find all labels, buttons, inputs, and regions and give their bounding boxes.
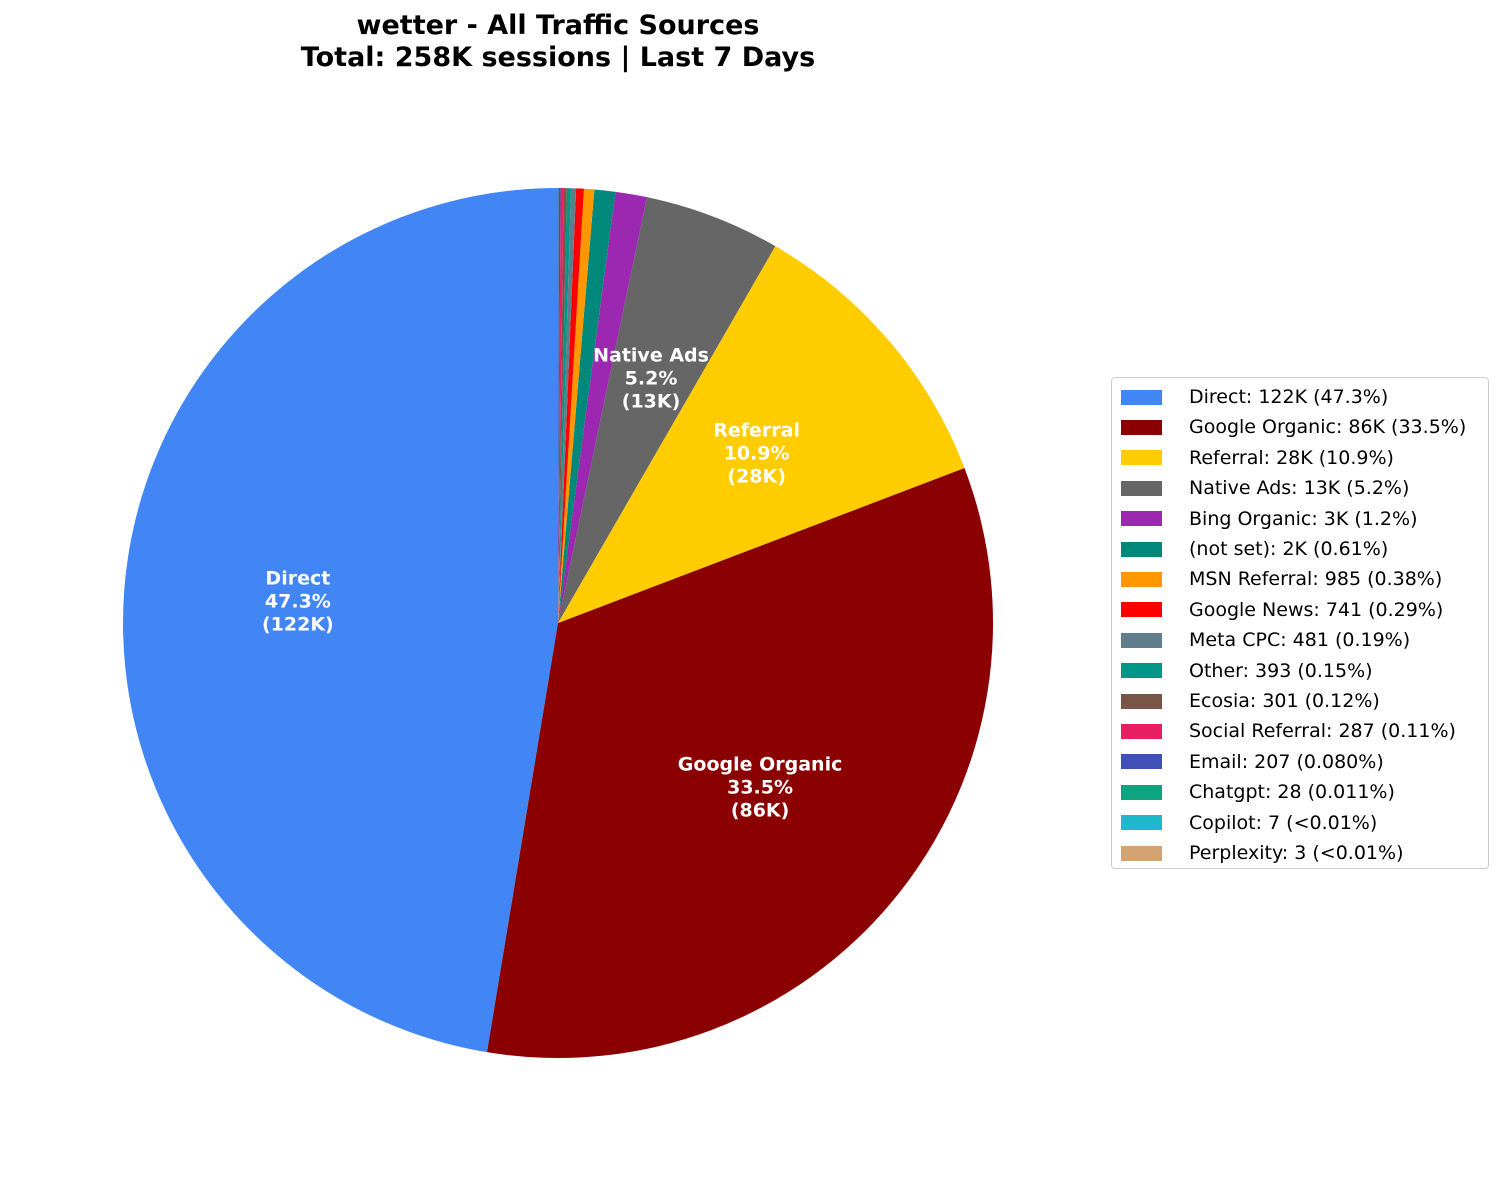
legend-swatch [1121,845,1162,861]
legend: Direct: 122K (47.3%) Google Organic: 86K … [1111,377,1489,869]
pie-slice-msn-referral [558,188,595,623]
pie-slice-direct [122,188,559,1053]
legend-label: Google Organic: 86K (33.5%) [1189,416,1467,439]
slice-label-line: (122K) [261,613,334,636]
legend-item: Perplexity: 3 (<0.01%) [1121,838,1403,868]
legend-swatch [1121,663,1162,679]
slice-label: Referral 10.9% (28K) [713,419,800,488]
pie-chart [122,188,993,1058]
legend-label: Referral: 28K (10.9%) [1189,446,1394,469]
chart-title-line1: wetter - All Traffic Sources [356,10,760,41]
legend-item: Copilot: 7 (<0.01%) [1121,808,1377,838]
legend-label: Meta CPC: 481 (0.19%) [1189,629,1411,652]
pie-slice-google-organic [487,468,993,1058]
pie-slice-not-set [558,189,616,623]
slice-label-line: (86K) [730,799,790,822]
slice-label-line: Native Ads [593,344,709,367]
slice-label-line: 33.5% [727,776,794,799]
slice-label-line: Google Organic [677,753,843,776]
pie-slice-google-news [558,188,584,623]
legend-item: Other: 393 (0.15%) [1121,656,1373,686]
legend-item: Google Organic: 86K (33.5%) [1121,412,1466,442]
legend-label: Perplexity: 3 (<0.01%) [1189,842,1404,864]
chart-title-line2: Total: 258K sessions | Last 7 Days [300,42,816,73]
legend-label: Other: 393 (0.15%) [1189,659,1373,682]
pie-slice-social-referral [558,188,564,623]
legend-item: Referral: 28K (10.9%) [1121,443,1394,473]
legend-label: Google News: 741 (0.29%) [1189,598,1444,621]
legend-swatch [1121,511,1162,527]
chart-title: wetter - All Traffic Sources Total: 258K… [0,10,1116,74]
pie-slice-meta-cpc [558,188,577,623]
legend-item: Chatgpt: 28 (0.011%) [1121,777,1395,807]
legend-swatch [1121,754,1162,770]
legend-label: Social Referral: 287 (0.11%) [1189,720,1456,743]
legend-swatch [1121,784,1162,800]
legend-swatch [1121,815,1162,831]
slice-label-line: 5.2% [624,367,678,390]
legend-swatch [1121,450,1162,466]
pie-slice-email [558,188,561,623]
legend-item: Social Referral: 287 (0.11%) [1121,716,1456,746]
legend-swatch [1121,389,1162,405]
legend-label: Native Ads: 13K (5.2%) [1189,477,1410,500]
legend-label: Chatgpt: 28 (0.011%) [1189,781,1395,804]
legend-item: MSN Referral: 985 (0.38%) [1121,564,1442,594]
legend-swatch [1121,693,1162,709]
legend-swatch [1121,602,1162,618]
slice-label-line: 47.3% [264,590,331,613]
slice-label: Direct 47.3% (122K) [262,567,334,636]
pie-slice-native-ads [558,197,776,624]
legend-item: Meta CPC: 481 (0.19%) [1121,625,1410,655]
legend-swatch [1121,723,1162,739]
legend-item: Ecosia: 301 (0.12%) [1121,686,1380,716]
legend-swatch [1121,419,1162,435]
legend-label: Ecosia: 301 (0.12%) [1189,690,1380,712]
legend-label: Email: 207 (0.080%) [1189,750,1384,773]
legend-label: (not set): 2K (0.61%) [1189,538,1389,560]
pie-slice-other [558,188,572,623]
slice-label-line: 10.9% [723,442,790,465]
legend-label: Copilot: 7 (<0.01%) [1189,811,1378,834]
pie-slice-bing-organic [558,191,647,624]
pie-slice-ecosia [558,188,567,623]
legend-item: Google News: 741 (0.29%) [1121,595,1443,625]
slice-label-line: Direct [265,567,331,590]
slice-label-line: (13K) [621,390,681,413]
legend-swatch [1121,571,1162,587]
legend-item: (not set): 2K (0.61%) [1121,534,1388,564]
legend-label: Bing Organic: 3K (1.2%) [1189,507,1418,530]
legend-item: Email: 207 (0.080%) [1121,747,1384,777]
slice-label-line: Referral [713,419,800,442]
legend-item: Native Ads: 13K (5.2%) [1121,473,1409,503]
legend-item: Bing Organic: 3K (1.2%) [1121,504,1417,534]
legend-swatch [1121,541,1162,557]
legend-item: Direct: 122K (47.3%) [1121,382,1388,412]
legend-label: MSN Referral: 985 (0.38%) [1189,568,1443,591]
legend-label: Direct: 122K (47.3%) [1189,386,1389,408]
legend-swatch [1121,632,1162,648]
pie-slice-referral [558,246,965,624]
slice-label: Native Ads 5.2% (13K) [593,345,709,414]
slice-label: Google Organic 33.5% (86K) [678,754,843,823]
slice-label-line: (28K) [727,465,786,488]
legend-swatch [1121,480,1162,496]
